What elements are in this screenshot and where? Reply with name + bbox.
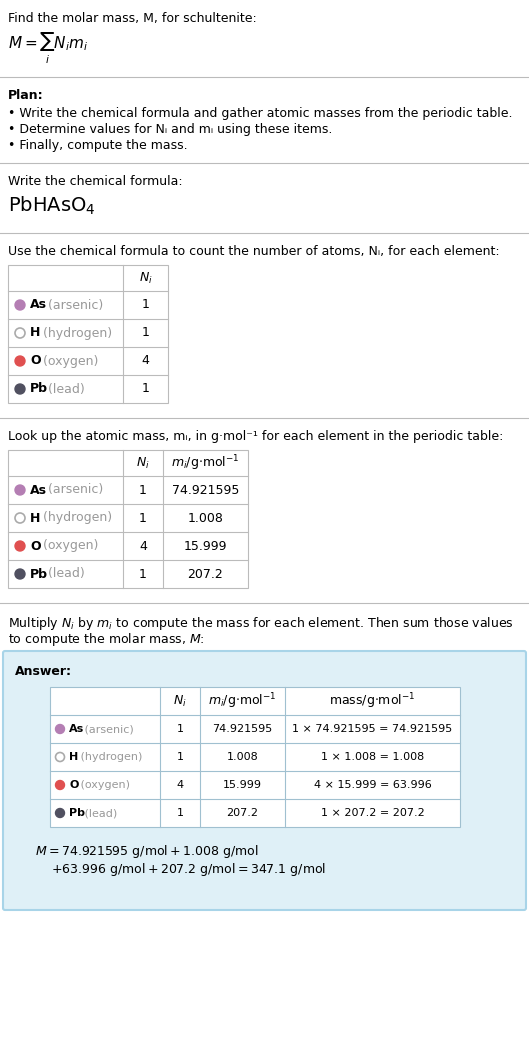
Text: 1: 1 <box>177 724 184 734</box>
Text: (arsenic): (arsenic) <box>44 484 103 496</box>
Text: O: O <box>69 780 78 790</box>
Circle shape <box>15 300 25 310</box>
Text: (arsenic): (arsenic) <box>44 298 103 312</box>
Text: Plan:: Plan: <box>8 89 43 102</box>
Text: H: H <box>69 752 78 762</box>
Text: 1: 1 <box>142 298 149 312</box>
Text: 207.2: 207.2 <box>226 808 259 818</box>
Text: (hydrogen): (hydrogen) <box>77 752 142 762</box>
Circle shape <box>15 384 25 394</box>
Text: $M = \sum_i N_i m_i$: $M = \sum_i N_i m_i$ <box>8 32 88 66</box>
Text: 1.008: 1.008 <box>188 511 223 525</box>
Circle shape <box>56 808 65 818</box>
Text: 4: 4 <box>139 540 147 552</box>
Text: (oxygen): (oxygen) <box>77 780 130 790</box>
Text: O: O <box>30 540 41 552</box>
Text: 1: 1 <box>142 383 149 395</box>
Text: O: O <box>30 354 41 368</box>
Text: (arsenic): (arsenic) <box>81 724 134 734</box>
Text: 1: 1 <box>177 808 184 818</box>
Text: 207.2: 207.2 <box>188 567 223 581</box>
Text: Pb: Pb <box>69 808 85 818</box>
Text: 4: 4 <box>177 780 184 790</box>
Text: 1 × 74.921595 = 74.921595: 1 × 74.921595 = 74.921595 <box>293 724 453 734</box>
Text: 15.999: 15.999 <box>184 540 227 552</box>
Text: (lead): (lead) <box>44 567 85 581</box>
Circle shape <box>15 485 25 495</box>
Text: (lead): (lead) <box>81 808 117 818</box>
Text: $\mathregular{PbHAsO_4}$: $\mathregular{PbHAsO_4}$ <box>8 195 96 217</box>
Text: Multiply $N_i$ by $m_i$ to compute the mass for each element. Then sum those val: Multiply $N_i$ by $m_i$ to compute the m… <box>8 614 514 632</box>
Text: 4 × 15.999 = 63.996: 4 × 15.999 = 63.996 <box>314 780 431 790</box>
Text: 1 × 207.2 = 207.2: 1 × 207.2 = 207.2 <box>321 808 424 818</box>
Bar <box>8 265 168 403</box>
Text: $m_i/\mathrm{g{\cdot}mol^{-1}}$: $m_i/\mathrm{g{\cdot}mol^{-1}}$ <box>208 691 277 710</box>
FancyBboxPatch shape <box>3 651 526 910</box>
Text: Answer:: Answer: <box>15 665 72 678</box>
Text: H: H <box>30 511 40 525</box>
Circle shape <box>56 724 65 734</box>
Text: Look up the atomic mass, mᵢ, in g·mol⁻¹ for each element in the periodic table:: Look up the atomic mass, mᵢ, in g·mol⁻¹ … <box>8 430 504 443</box>
Text: (hydrogen): (hydrogen) <box>39 511 112 525</box>
Text: 1 × 1.008 = 1.008: 1 × 1.008 = 1.008 <box>321 752 424 762</box>
Text: • Determine values for Nᵢ and mᵢ using these items.: • Determine values for Nᵢ and mᵢ using t… <box>8 123 332 136</box>
Text: (hydrogen): (hydrogen) <box>39 327 112 339</box>
Text: to compute the molar mass, $M$:: to compute the molar mass, $M$: <box>8 631 205 648</box>
Bar <box>8 450 248 588</box>
Circle shape <box>15 541 25 551</box>
Text: • Write the chemical formula and gather atomic masses from the periodic table.: • Write the chemical formula and gather … <box>8 108 513 120</box>
Text: 4: 4 <box>142 354 149 368</box>
Text: $N_i$: $N_i$ <box>139 271 152 286</box>
Text: (lead): (lead) <box>44 383 85 395</box>
Text: H: H <box>30 327 40 339</box>
Text: 1.008: 1.008 <box>226 752 258 762</box>
Text: 1: 1 <box>139 484 147 496</box>
Text: Pb: Pb <box>30 567 48 581</box>
Bar <box>50 687 460 827</box>
Text: $+ 63.996\ \mathrm{g/mol} + 207.2\ \mathrm{g/mol} = 347.1\ \mathrm{g/mol}$: $+ 63.996\ \mathrm{g/mol} + 207.2\ \math… <box>51 861 326 878</box>
Text: 1: 1 <box>177 752 184 762</box>
Circle shape <box>56 781 65 789</box>
Text: (oxygen): (oxygen) <box>39 540 98 552</box>
Circle shape <box>15 356 25 366</box>
Circle shape <box>15 569 25 579</box>
Text: 74.921595: 74.921595 <box>172 484 239 496</box>
Text: 1: 1 <box>142 327 149 339</box>
Text: (oxygen): (oxygen) <box>39 354 98 368</box>
Text: Use the chemical formula to count the number of atoms, Nᵢ, for each element:: Use the chemical formula to count the nu… <box>8 245 499 258</box>
Text: As: As <box>30 298 47 312</box>
Text: Find the molar mass, M, for schultenite:: Find the molar mass, M, for schultenite: <box>8 12 257 25</box>
Text: Pb: Pb <box>30 383 48 395</box>
Text: $N_i$: $N_i$ <box>173 694 187 708</box>
Text: 74.921595: 74.921595 <box>212 724 272 734</box>
Text: As: As <box>69 724 84 734</box>
Text: As: As <box>30 484 47 496</box>
Text: $N_i$: $N_i$ <box>136 455 150 470</box>
Text: Write the chemical formula:: Write the chemical formula: <box>8 175 183 188</box>
Text: $M = 74.921595\ \mathrm{g/mol} + 1.008\ \mathrm{g/mol}$: $M = 74.921595\ \mathrm{g/mol} + 1.008\ … <box>35 843 259 860</box>
Text: $m_i/\mathrm{g{\cdot}mol^{-1}}$: $m_i/\mathrm{g{\cdot}mol^{-1}}$ <box>171 453 240 473</box>
Text: • Finally, compute the mass.: • Finally, compute the mass. <box>8 139 188 152</box>
Text: 1: 1 <box>139 567 147 581</box>
Text: 15.999: 15.999 <box>223 780 262 790</box>
Text: 1: 1 <box>139 511 147 525</box>
Text: $\mathrm{mass/g{\cdot}mol^{-1}}$: $\mathrm{mass/g{\cdot}mol^{-1}}$ <box>329 691 416 710</box>
